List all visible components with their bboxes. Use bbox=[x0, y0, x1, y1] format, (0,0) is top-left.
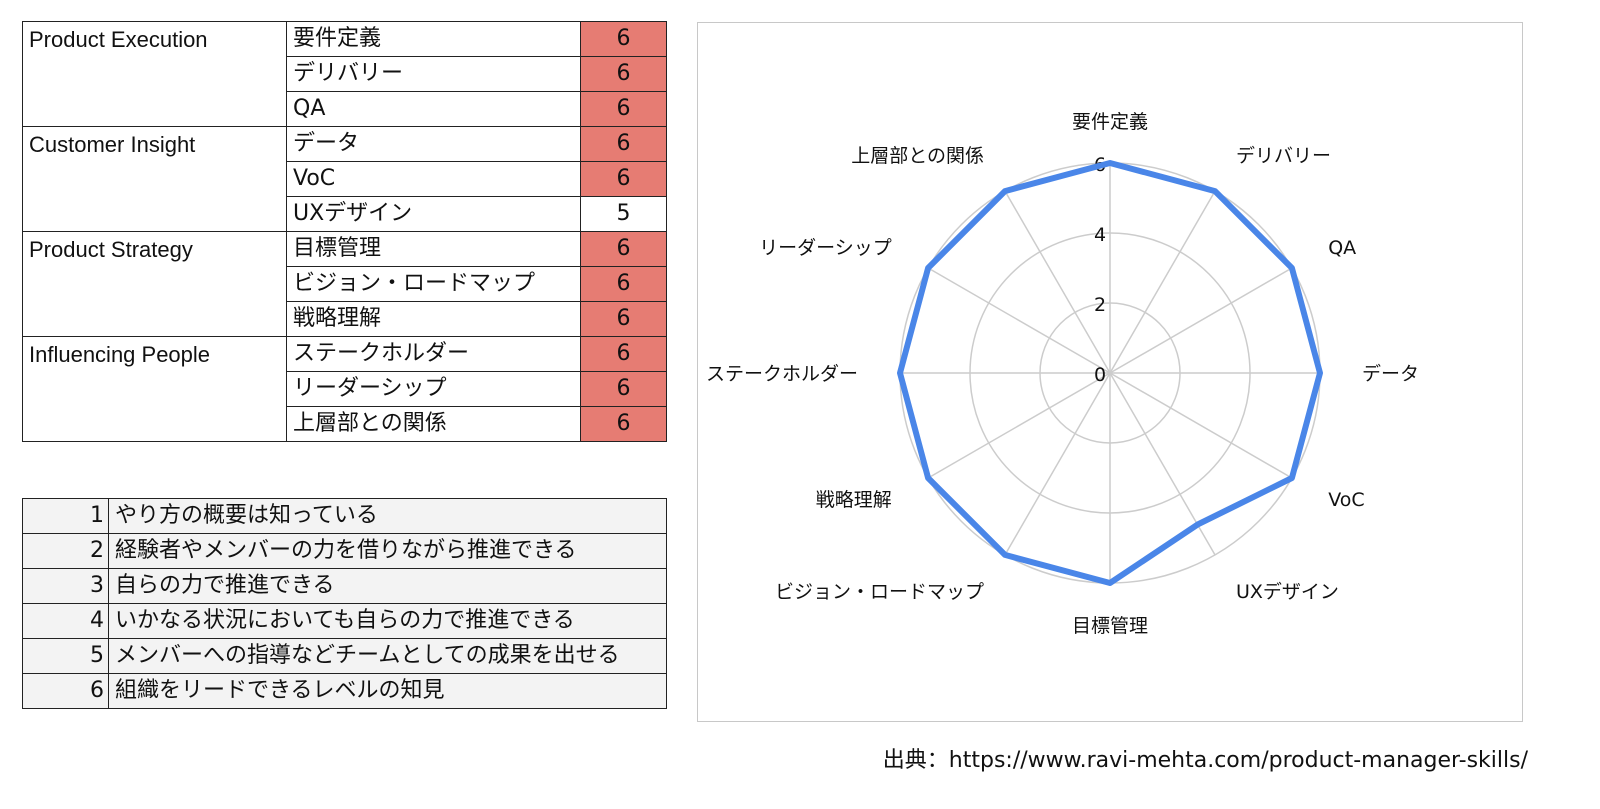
grid-spoke bbox=[1109, 372, 1216, 556]
level-row: 4 いかなる状況においても自らの力で推進できる bbox=[22, 603, 667, 639]
grid-spoke bbox=[1004, 190, 1111, 374]
skill-score: 6 bbox=[580, 301, 667, 337]
skill-category: Product Strategy bbox=[22, 231, 287, 337]
radial-tick-label: 4 bbox=[1094, 224, 1106, 246]
axis-label: 目標管理 bbox=[1072, 615, 1148, 637]
level-number: 5 bbox=[22, 638, 109, 674]
skill-row: Product Strategy 目標管理 6 bbox=[22, 231, 667, 337]
skill-score: 6 bbox=[580, 266, 667, 302]
level-description: 組織をリードできるレベルの知見 bbox=[108, 673, 667, 709]
level-number: 1 bbox=[22, 498, 109, 534]
level-number: 3 bbox=[22, 568, 109, 604]
axis-label: データ bbox=[1362, 363, 1419, 385]
level-description: いかなる状況においても自らの力で推進できる bbox=[108, 603, 667, 639]
axis-label: 戦略理解 bbox=[816, 489, 892, 511]
axis-label: ステークホルダー bbox=[706, 363, 858, 385]
skill-name: データ bbox=[286, 126, 581, 162]
level-description: 自らの力で推進できる bbox=[108, 568, 667, 604]
skill-name: ビジョン・ロードマップ bbox=[286, 266, 581, 302]
skill-name: 戦略理解 bbox=[286, 301, 581, 337]
axis-label: QA bbox=[1328, 237, 1356, 259]
grid-spoke bbox=[1109, 190, 1216, 374]
skill-row: リーダーシップ 6 bbox=[23, 371, 667, 407]
source-note: 出典：https://www.ravi-mehta.com/product-ma… bbox=[882, 748, 1528, 773]
level-row: 1 やり方の概要は知っている bbox=[22, 498, 667, 534]
level-number: 2 bbox=[22, 533, 109, 569]
skill-row: Product Execution 要件定義 6 bbox=[22, 21, 667, 127]
skill-row: Customer Insight データ 6 bbox=[22, 126, 667, 232]
level-row: 2 経験者やメンバーの力を借りながら推進できる bbox=[22, 533, 667, 569]
skills-table: Product Execution 要件定義 6 デリバリー 6 QA 6 Customer … bbox=[22, 21, 667, 442]
series-line bbox=[897, 160, 1323, 586]
grid-spoke bbox=[927, 372, 1111, 479]
level-row: 5 メンバーへの指導などチームとしての成果を出せる bbox=[22, 638, 667, 674]
skill-name: 上層部との関係 bbox=[286, 406, 581, 442]
axis-label: VoC bbox=[1328, 489, 1364, 511]
axis-label: ビジョン・ロードマップ bbox=[775, 581, 984, 603]
skill-name: 目標管理 bbox=[286, 231, 581, 267]
skill-score: 6 bbox=[580, 56, 667, 92]
level-number: 6 bbox=[22, 673, 109, 709]
radar-chart: 0246要件定義デリバリーQAデータVoCUXデザイン目標管理ビジョン・ロードマ… bbox=[706, 111, 1419, 637]
skill-name: リーダーシップ bbox=[286, 371, 581, 407]
skill-score: 6 bbox=[580, 126, 667, 162]
skill-row: 戦略理解 6 bbox=[23, 301, 667, 337]
skill-name: VoC bbox=[286, 161, 581, 197]
grid-spoke bbox=[1004, 372, 1111, 556]
level-description: やり方の概要は知っている bbox=[108, 498, 667, 534]
skill-name: ステークホルダー bbox=[286, 336, 581, 372]
skill-name: デリバリー bbox=[286, 56, 581, 92]
skill-score: 6 bbox=[580, 91, 667, 127]
level-description: 経験者やメンバーの力を借りながら推進できる bbox=[108, 533, 667, 569]
skill-score: 6 bbox=[580, 371, 667, 407]
axis-label: 要件定義 bbox=[1072, 111, 1148, 133]
axis-label: リーダーシップ bbox=[759, 237, 892, 259]
radial-tick-label: 0 bbox=[1094, 364, 1106, 386]
skill-row: VoC 6 bbox=[23, 161, 667, 197]
skill-name: UXデザイン bbox=[286, 196, 581, 232]
radial-tick-label: 2 bbox=[1094, 294, 1106, 316]
axis-label: UXデザイン bbox=[1236, 581, 1339, 603]
skill-score: 6 bbox=[580, 21, 667, 57]
axis-label: 上層部との関係 bbox=[851, 145, 984, 167]
skill-score: 6 bbox=[580, 161, 667, 197]
axis-label: デリバリー bbox=[1236, 145, 1331, 167]
skill-score: 6 bbox=[580, 231, 667, 267]
skill-category: Customer Insight bbox=[22, 126, 287, 232]
skill-score: 6 bbox=[580, 336, 667, 372]
skill-score: 5 bbox=[580, 196, 667, 232]
level-table: 1 やり方の概要は知っている 2 経験者やメンバーの力を借りながら推進できる 3 自らの力… bbox=[22, 498, 667, 709]
level-row: 3 自らの力で推進できる bbox=[22, 568, 667, 604]
grid-spoke bbox=[1109, 267, 1293, 374]
skill-row: 上層部との関係 6 bbox=[23, 406, 667, 442]
skill-score: 6 bbox=[580, 406, 667, 442]
skill-row: ビジョン・ロードマップ 6 bbox=[23, 266, 667, 302]
skill-name: QA bbox=[286, 91, 581, 127]
level-number: 4 bbox=[22, 603, 109, 639]
level-row: 6 組織をリードできるレベルの知見 bbox=[22, 673, 667, 709]
grid-spoke bbox=[1109, 372, 1293, 479]
skill-row: UXデザイン 5 bbox=[23, 196, 667, 232]
skill-category: Product Execution bbox=[22, 21, 287, 127]
skill-category: Influencing People bbox=[22, 336, 287, 442]
skill-row: QA 6 bbox=[23, 91, 667, 127]
skill-row: Influencing People ステークホルダー 6 bbox=[22, 336, 667, 442]
skill-name: 要件定義 bbox=[286, 21, 581, 57]
radar-chart-frame: 0 2 4 6 要件定義 デリバリー QA データ VoC UXデザイン 目標管理 ビジョン・ロードマ… bbox=[697, 22, 1523, 722]
grid-spoke bbox=[927, 267, 1111, 374]
level-description: メンバーへの指導などチームとしての成果を出せる bbox=[108, 638, 667, 674]
